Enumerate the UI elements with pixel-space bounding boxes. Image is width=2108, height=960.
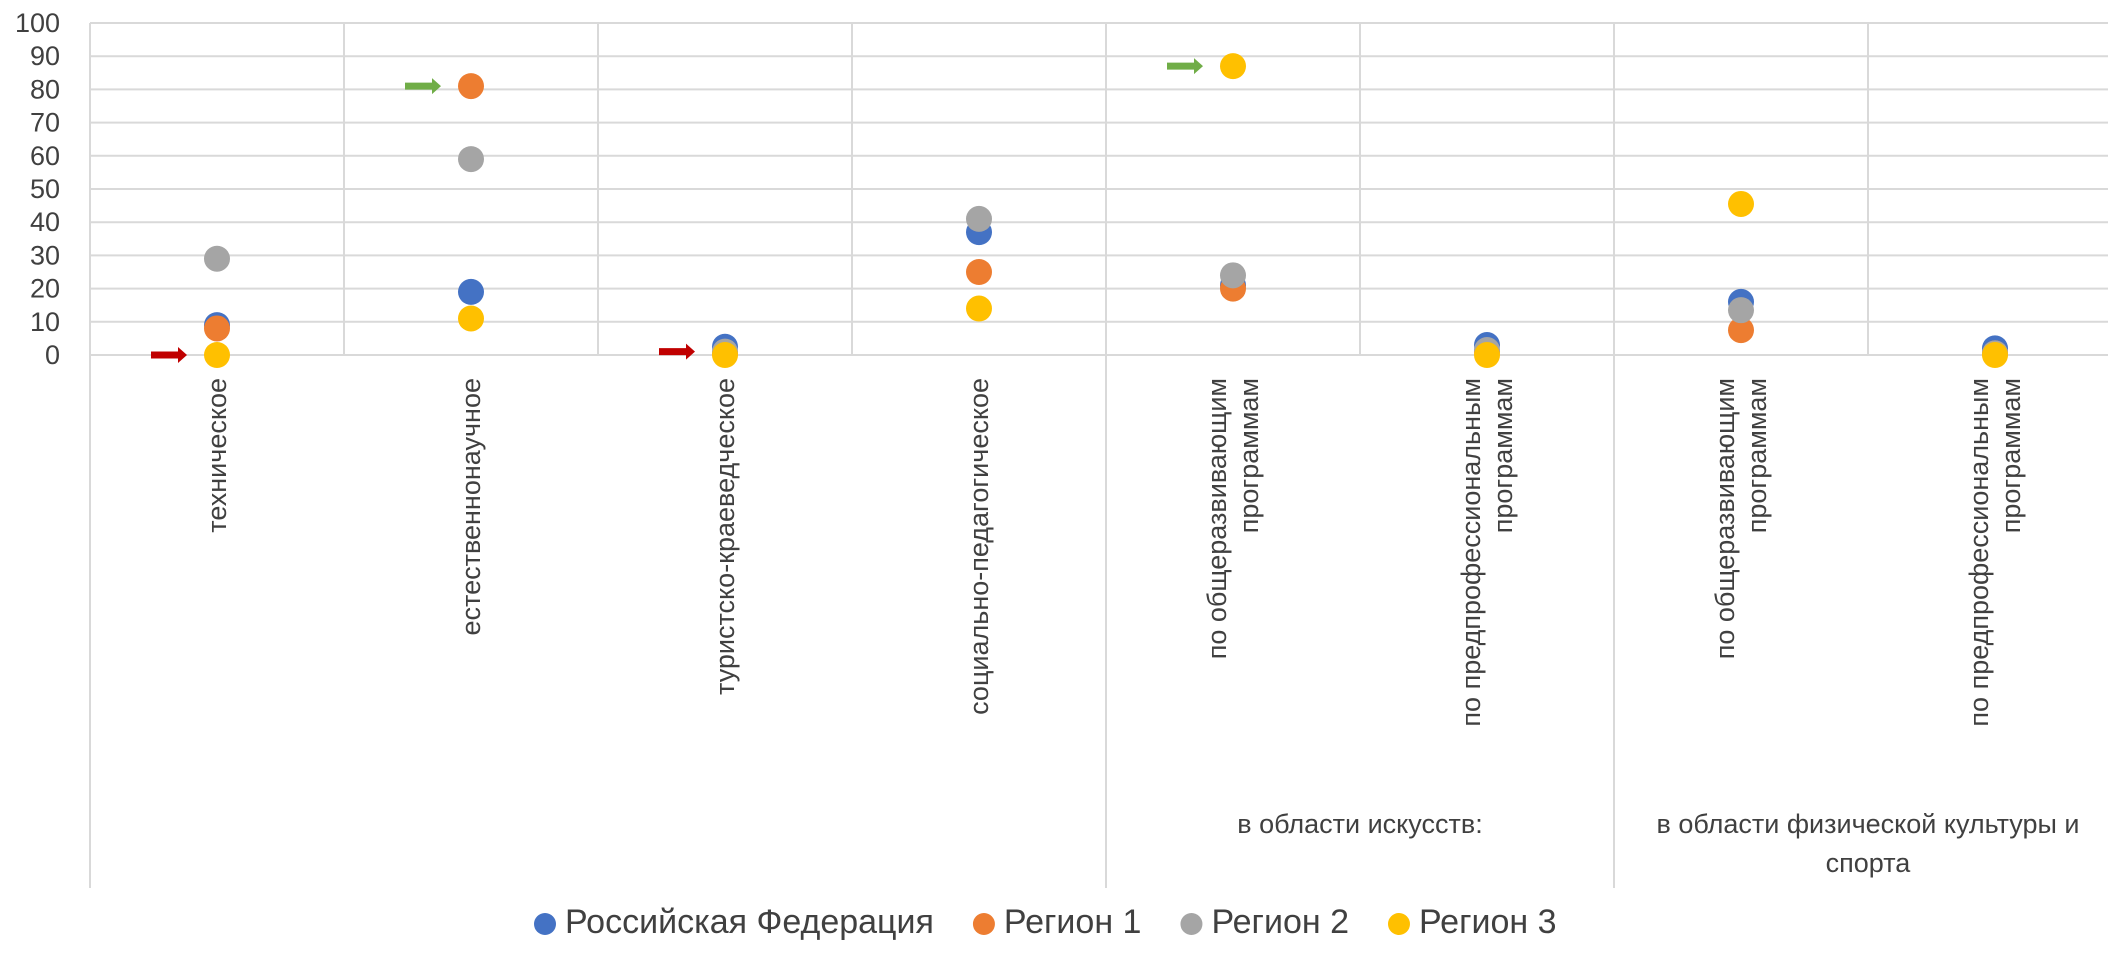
data-points (204, 53, 2008, 368)
data-point (204, 245, 230, 272)
x-tick-label: естественнонаучное (456, 378, 486, 636)
y-tick-label: 90 (30, 41, 60, 71)
y-tick-label: 80 (30, 74, 60, 104)
y-tick-label: 0 (45, 340, 60, 370)
legend-marker (1180, 913, 1203, 935)
data-point (458, 146, 484, 173)
legend: Российская Федерация Регион 1 Регион 2 Реги… (534, 903, 1557, 941)
y-tick-label: 10 (30, 307, 60, 337)
x-group-label: спорта (1826, 848, 1912, 878)
x-tick-label: по предпрофессиональным (1456, 378, 1486, 727)
legend-marker (972, 913, 995, 935)
y-tick-label: 30 (30, 240, 60, 270)
x-tick-label: социально-педагогическое (964, 378, 994, 715)
data-point (1728, 190, 1754, 217)
y-tick-label: 100 (15, 8, 60, 38)
data-point (1728, 317, 1754, 344)
x-group-labels: в области искусств: в области физической … (1237, 809, 2079, 878)
x-tick-label: программам (1996, 378, 2026, 533)
x-group-label: в области физической культуры и (1657, 809, 2080, 839)
x-category-labels: техническое естественнонаучное туристско-к… (202, 378, 2026, 727)
y-tick-label: 50 (30, 174, 60, 204)
data-point (712, 342, 738, 368)
data-point (458, 305, 484, 332)
x-tick-label: по общеразвивающим (1710, 378, 1740, 659)
x-tick-label: по общеразвивающим (1202, 378, 1232, 659)
y-tick-label: 20 (30, 274, 60, 304)
data-point (1982, 342, 2008, 368)
data-point (1474, 342, 1500, 368)
y-tick-label: 70 (30, 108, 60, 138)
x-tick-label: техническое (202, 378, 232, 533)
legend-label: Регион 2 (1211, 903, 1349, 941)
annotation-arrows (151, 58, 1203, 363)
data-point (1220, 53, 1246, 80)
data-point (966, 295, 992, 322)
legend-label: Регион 1 (1004, 903, 1142, 941)
annotation-arrow (405, 78, 441, 95)
y-tick-label: 60 (30, 141, 60, 171)
data-point (966, 205, 992, 232)
data-point (458, 73, 484, 100)
data-point (204, 342, 230, 368)
x-group-label: в области искусств: (1237, 809, 1482, 839)
legend-label: Регион 3 (1419, 903, 1557, 941)
data-point (1220, 262, 1246, 289)
data-point (1728, 297, 1754, 324)
y-tick-label: 40 (30, 207, 60, 237)
data-point (204, 315, 230, 342)
legend-marker (1387, 913, 1410, 935)
x-tick-label: программам (1742, 378, 1772, 533)
data-point (458, 278, 484, 305)
data-point (966, 259, 992, 285)
annotation-arrow (659, 343, 695, 360)
annotation-arrow (151, 347, 187, 363)
legend-marker (534, 913, 556, 935)
annotation-arrow (1167, 58, 1203, 75)
x-tick-label: туристско-краеведческое (710, 378, 740, 695)
x-tick-label: программам (1234, 378, 1264, 533)
legend-label: Российская Федерация (565, 903, 934, 941)
x-tick-label: по предпрофессиональным (1964, 378, 1994, 727)
x-tick-label: программам (1488, 378, 1518, 533)
